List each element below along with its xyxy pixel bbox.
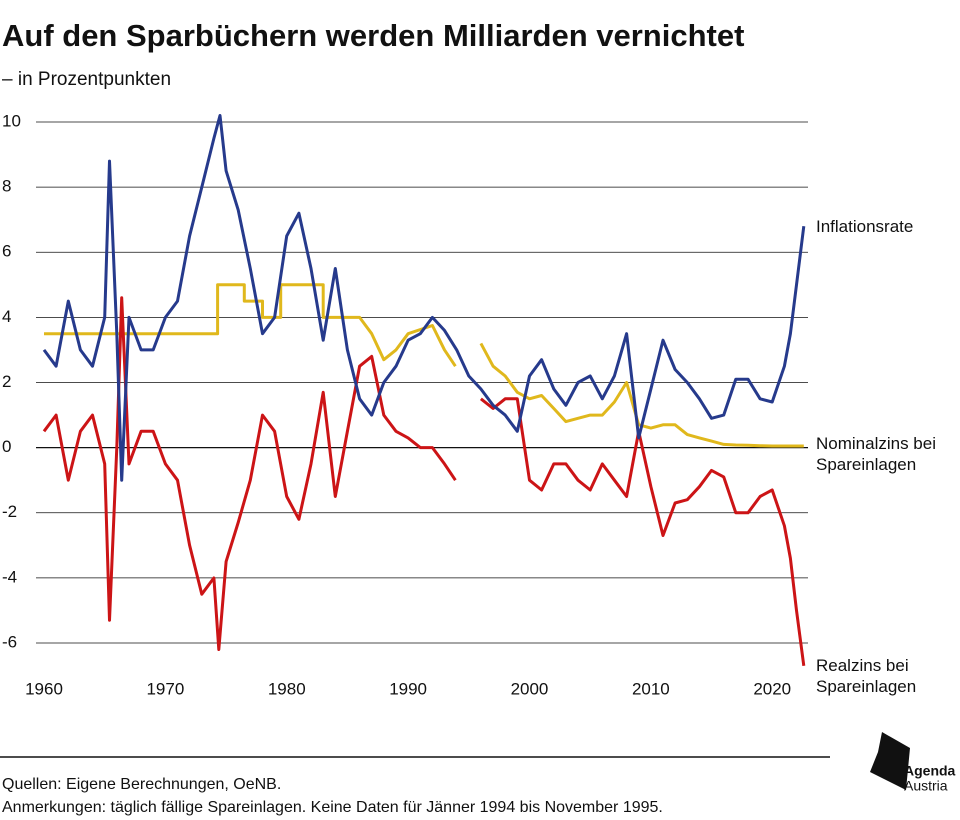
sources: Quellen: Eigene Berechnungen, OeNB. [2,776,281,793]
series-line [44,283,804,448]
x-tick-label: 1970 [146,679,184,698]
y-tick-label: 4 [2,307,11,326]
x-tick-label: 1960 [25,679,63,698]
logo-text: Austria [904,778,948,794]
lines [42,114,806,666]
y-tick-label: -4 [2,567,17,586]
y-tick-label: 6 [2,242,11,261]
grid: -6 -4 -2 0 2 4 6 8 10 1960 1970 1980 1990 2000 2010 202… [2,111,808,698]
series-label: Realzins bei Spareinlagen [816,656,917,696]
series-label: Inflationsrate [816,217,914,236]
y-tick-label: 10 [2,111,21,130]
series-line [42,296,806,666]
y-tick-label: -2 [2,502,17,521]
x-tick-label: 1980 [268,679,306,698]
y-tick-label: 2 [2,372,11,391]
series-label: Nominalzins bei Spareinlagen [816,434,936,474]
y-tick-label: 0 [2,437,11,456]
x-tick-label: 2000 [511,679,549,698]
chart-title: Auf den Sparbüchern werden Milliarden ve… [2,18,744,53]
x-tick-label: 1990 [389,679,427,698]
logo-mark [870,732,910,790]
x-tick-label: 2010 [632,679,670,698]
logo-text: Agenda [904,763,956,779]
y-tick-label: 8 [2,177,11,196]
x-tick-label: 2020 [753,679,791,698]
chart-subtitle: – in Prozentpunkten [2,69,171,90]
notes: Anmerkungen: täglich fällige Spareinlage… [2,799,663,816]
series-line [42,114,806,482]
y-tick-label: -6 [2,632,17,651]
